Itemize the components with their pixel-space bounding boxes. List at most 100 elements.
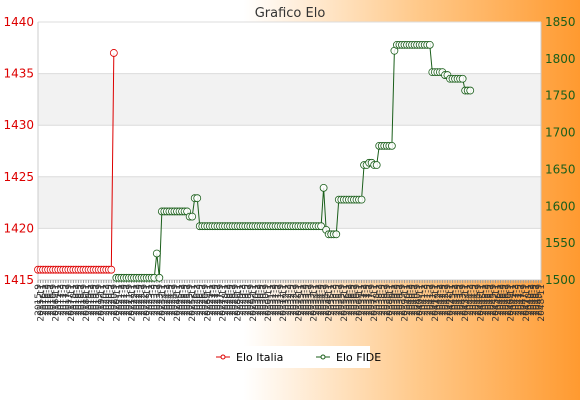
x-tick-label: 2019-3: [87, 284, 97, 316]
x-tick-label: 2035-3: [330, 284, 340, 316]
x-tick-label: 2024-5: [165, 284, 175, 316]
x-tick-label: 2028-1: [221, 284, 231, 316]
left-tick-label: 1415: [3, 273, 34, 287]
data-point: [109, 49, 118, 57]
x-tick-label: 2018-9: [79, 284, 89, 316]
x-tick-label: 2043-11: [461, 284, 471, 322]
x-tick-label: 2025-5: [181, 284, 191, 316]
x-tick-label: 2046-3: [497, 284, 507, 316]
x-tick-label: 2042-5: [438, 284, 448, 316]
x-tick-label: 2042-11: [446, 284, 456, 322]
x-tick-label: 2020-7: [107, 284, 117, 316]
x-tick-label: 2020-9: [110, 284, 120, 316]
x-tick-label: 2017-5: [59, 284, 69, 316]
x-tick-label: 2019-7: [92, 284, 102, 316]
x-tick-label: 2034-11: [325, 284, 335, 322]
x-tick-label: 2041-3: [421, 284, 431, 316]
x-tick-label: 2033-11: [310, 284, 320, 322]
x-tick-label: 2044-1: [464, 284, 474, 316]
x-tick-label: 2021-1: [115, 284, 125, 316]
right-tick-label: 1600: [545, 199, 576, 213]
x-tick-label: 2034-3: [315, 284, 325, 316]
x-tick-label: 2030-1: [251, 284, 261, 316]
x-tick-label: 2037-9: [368, 284, 378, 316]
legend-box: [210, 346, 370, 368]
x-tick-label: 2040-1: [403, 284, 413, 316]
x-tick-label: 2027-5: [211, 284, 221, 316]
x-tick-label: 2031-11: [279, 284, 289, 322]
x-tick-label: 2043-7: [456, 284, 466, 316]
x-tick-label: 2022-7: [138, 284, 148, 316]
x-tick-label: 2015-11: [37, 284, 47, 322]
data-point: [372, 161, 381, 169]
left-tick-label: 1430: [3, 118, 34, 132]
x-tick-label: 2028-7: [229, 284, 239, 316]
x-tick-label: 2030-3: [254, 284, 264, 316]
x-tick-label: 2021-5: [120, 284, 130, 316]
x-tick-label: 2045-5: [484, 284, 494, 316]
x-tick-label: 2046-7: [502, 284, 512, 316]
x-tick-label: 2038-9: [383, 284, 393, 316]
data-point: [152, 249, 161, 258]
legend: Elo Italia Elo FIDE: [210, 346, 381, 368]
x-tick-label: 2047-3: [512, 284, 522, 316]
x-tick-label: 2030-5: [256, 284, 266, 316]
x-tick-label: 2034-9: [322, 284, 332, 316]
x-tick-label: 2048-3: [527, 284, 537, 316]
x-tick-label: 2040-3: [406, 284, 416, 316]
x-tick-label: 2043-5: [454, 284, 464, 316]
x-tick-label: 2036-3: [345, 284, 355, 316]
x-tick-label: 2034-1: [312, 284, 322, 316]
chart-title: Grafico Elo: [255, 6, 326, 21]
legend-swatch-marker: [320, 354, 326, 360]
x-tick-label: 2038-11: [385, 284, 395, 322]
x-tick-label: 2044-11: [476, 284, 486, 322]
x-tick-label: 2047-9: [519, 284, 529, 316]
x-tick-label: 2027-3: [208, 284, 218, 316]
x-tick-label: 2018-7: [77, 284, 87, 316]
x-tick-label: 2022-5: [135, 284, 145, 316]
x-tick-label: 2041-9: [428, 284, 438, 316]
data-point: [458, 74, 467, 83]
x-tick-label: 2043-9: [459, 284, 469, 316]
legend-label: Elo Italia: [236, 351, 283, 364]
x-tick-label: 2017-1: [54, 284, 64, 316]
x-tick-label: 2030-7: [259, 284, 269, 316]
x-tick-label: 2027-1: [206, 284, 216, 316]
x-tick-label: 2037-3: [360, 284, 370, 316]
x-tick-label: 2017-11: [67, 284, 77, 322]
data-point: [155, 273, 164, 282]
x-tick-label: 2018-5: [74, 284, 84, 316]
x-tick-label: 2032-7: [289, 284, 299, 316]
x-tick-label: 2020-1: [100, 284, 110, 316]
x-tick-label: 2035-1: [327, 284, 337, 316]
x-tick-label: 2016-3: [42, 284, 52, 316]
data-point: [107, 265, 116, 274]
x-tick-label: 2030-11: [264, 284, 274, 322]
right-tick-label: 1550: [545, 236, 576, 250]
legend-swatch-marker: [220, 354, 226, 360]
x-tick-label: 2033-3: [299, 284, 309, 316]
x-tick-label: 2045-7: [486, 284, 496, 316]
data-point: [466, 86, 475, 95]
x-tick-label: 2022-11: [143, 284, 153, 322]
grid-band: [38, 176, 541, 229]
x-tick-label: 2016-5: [44, 284, 54, 316]
x-tick-label: 2025-9: [186, 284, 196, 316]
x-tick-label: 2035-9: [337, 284, 347, 316]
data-point: [387, 141, 396, 150]
left-tick-label: 1420: [3, 221, 34, 235]
x-tick-label: 2042-3: [436, 284, 446, 316]
x-tick-label: 2019-9: [95, 284, 105, 316]
data-point: [319, 183, 328, 192]
data-point: [425, 40, 434, 49]
x-tick-label: 2023-11: [158, 284, 168, 322]
x-tick-label: 2029-3: [239, 284, 249, 316]
x-tick-label: 2048-1: [524, 284, 534, 316]
x-tick-label: 2048-9: [534, 284, 544, 316]
x-tick-label: 2025-3: [178, 284, 188, 316]
x-tick-label: 2048-7: [532, 284, 542, 316]
x-tick-label: 2024-9: [170, 284, 180, 316]
x-tick-label: 2034-5: [317, 284, 327, 316]
